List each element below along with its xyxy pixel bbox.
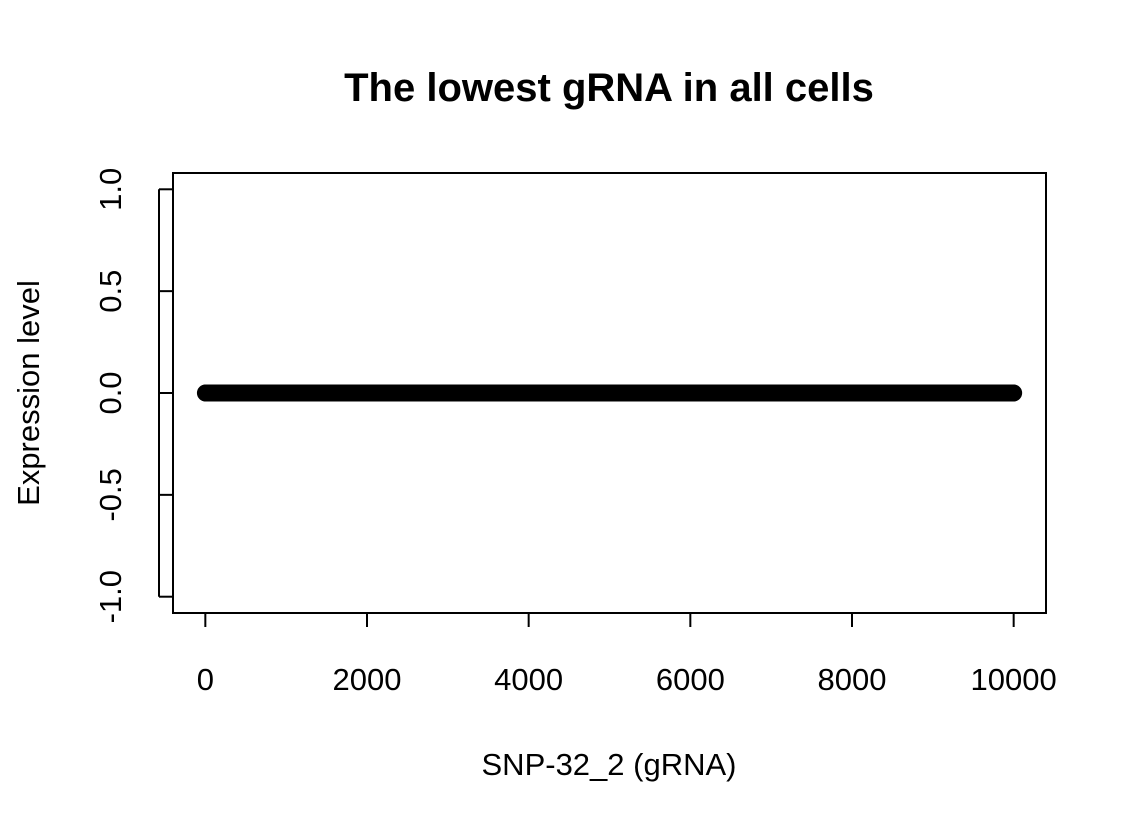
- data-point: [1005, 384, 1023, 402]
- x-tick-label: 4000: [494, 662, 563, 697]
- x-axis-title: SNP-32_2 (gRNA): [482, 747, 737, 782]
- x-tick-label: 8000: [818, 662, 887, 697]
- y-tick-label: 0.0: [93, 371, 128, 414]
- x-tick-label: 6000: [656, 662, 725, 697]
- x-tick-label: 10000: [971, 662, 1057, 697]
- y-tick-label: -1.0: [93, 570, 128, 623]
- x-axis: 0 2000 4000 6000 8000 10000: [197, 612, 1057, 697]
- y-axis-title: Expression level: [11, 280, 46, 506]
- y-tick-label: 1.0: [93, 168, 128, 211]
- y-axis: -1.0 -0.5 0.0 0.5 1.0: [93, 168, 173, 623]
- y-tick-label: 0.5: [93, 270, 128, 313]
- data-points: [196, 384, 1023, 402]
- chart-title: The lowest gRNA in all cells: [344, 66, 874, 110]
- x-tick-label: 2000: [333, 662, 402, 697]
- x-tick-label: 0: [197, 662, 214, 697]
- y-tick-label: -0.5: [93, 468, 128, 521]
